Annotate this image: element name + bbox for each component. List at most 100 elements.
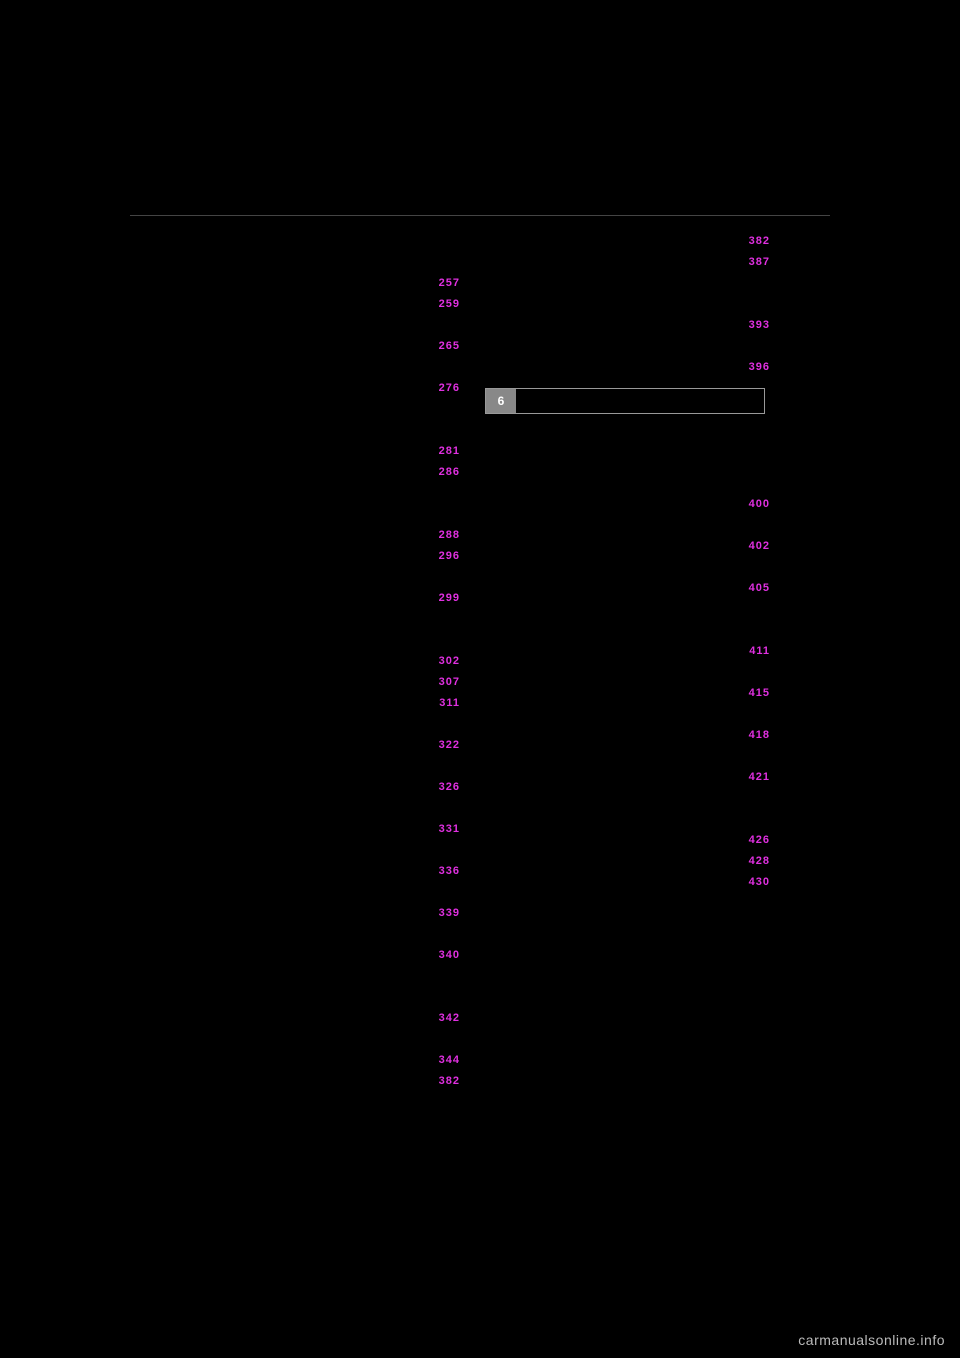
left-column: 257 259 265 276 281 286 288 296 299 302 307 311 322 3… bbox=[140, 230, 460, 1091]
entry-page-number[interactable]: 322 bbox=[431, 739, 460, 751]
index-entry: 382 bbox=[140, 1070, 460, 1087]
section-number: 6 bbox=[486, 389, 516, 413]
index-entry bbox=[485, 430, 770, 447]
index-entry: 311 bbox=[140, 692, 460, 709]
index-entry: 421 bbox=[485, 766, 770, 783]
entry-page-number[interactable]: 259 bbox=[431, 298, 460, 310]
index-entry bbox=[140, 314, 460, 331]
entry-page-number[interactable]: 286 bbox=[431, 466, 460, 478]
index-entry: 387 bbox=[485, 251, 770, 268]
entry-page-number[interactable]: 411 bbox=[741, 645, 770, 657]
index-entry bbox=[485, 598, 770, 615]
index-entry bbox=[485, 514, 770, 531]
index-entry bbox=[140, 839, 460, 856]
index-entry: 259 bbox=[140, 293, 460, 310]
index-entry bbox=[485, 661, 770, 678]
index-entry: 331 bbox=[140, 818, 460, 835]
entry-page-number[interactable]: 382 bbox=[741, 235, 770, 247]
top-divider bbox=[130, 215, 830, 216]
index-entry bbox=[140, 503, 460, 520]
index-entry: 288 bbox=[140, 524, 460, 541]
index-entry: 322 bbox=[140, 734, 460, 751]
entry-page-number[interactable]: 336 bbox=[431, 865, 460, 877]
watermark-text: carmanualsonline.info bbox=[798, 1332, 945, 1348]
index-entry: 415 bbox=[485, 682, 770, 699]
entry-page-number[interactable]: 396 bbox=[741, 361, 770, 373]
index-entry bbox=[140, 986, 460, 1003]
index-entry: 430 bbox=[485, 871, 770, 888]
entry-page-number[interactable]: 265 bbox=[431, 340, 460, 352]
index-entry: 426 bbox=[485, 829, 770, 846]
index-entry bbox=[485, 472, 770, 489]
entry-page-number[interactable]: 428 bbox=[741, 855, 770, 867]
entry-page-number[interactable]: 393 bbox=[741, 319, 770, 331]
index-entry bbox=[140, 356, 460, 373]
index-entry: 340 bbox=[140, 944, 460, 961]
index-entry: 396 bbox=[485, 356, 770, 373]
section-header: 6 bbox=[485, 388, 765, 414]
entry-page-number[interactable]: 281 bbox=[431, 445, 460, 457]
entry-page-number[interactable]: 387 bbox=[741, 256, 770, 268]
index-entry bbox=[140, 398, 460, 415]
index-entry bbox=[140, 965, 460, 982]
entry-page-number[interactable]: 344 bbox=[431, 1054, 460, 1066]
index-entry bbox=[140, 608, 460, 625]
entry-page-number[interactable]: 430 bbox=[741, 876, 770, 888]
index-entry: 326 bbox=[140, 776, 460, 793]
index-entry bbox=[140, 482, 460, 499]
entry-page-number[interactable]: 307 bbox=[431, 676, 460, 688]
index-entry: 299 bbox=[140, 587, 460, 604]
index-entry: 342 bbox=[140, 1007, 460, 1024]
entry-page-number[interactable]: 342 bbox=[431, 1012, 460, 1024]
index-entry: 336 bbox=[140, 860, 460, 877]
index-entry bbox=[140, 629, 460, 646]
index-entry: 402 bbox=[485, 535, 770, 552]
index-entry: 411 bbox=[485, 640, 770, 657]
entry-page-number[interactable]: 302 bbox=[431, 655, 460, 667]
index-entry bbox=[485, 808, 770, 825]
entry-page-number[interactable]: 418 bbox=[741, 729, 770, 741]
index-entry: 393 bbox=[485, 314, 770, 331]
entry-page-number[interactable]: 405 bbox=[741, 582, 770, 594]
entry-page-number[interactable]: 276 bbox=[431, 382, 460, 394]
index-entry bbox=[485, 556, 770, 573]
index-entry: 281 bbox=[140, 440, 460, 457]
entry-page-number[interactable]: 421 bbox=[741, 771, 770, 783]
index-entry: 405 bbox=[485, 577, 770, 594]
entry-page-number[interactable]: 299 bbox=[431, 592, 460, 604]
entry-page-number[interactable]: 339 bbox=[431, 907, 460, 919]
index-entry bbox=[140, 713, 460, 730]
index-entry: 302 bbox=[140, 650, 460, 667]
index-entry bbox=[485, 787, 770, 804]
index-entry bbox=[485, 745, 770, 762]
entry-page-number[interactable]: 326 bbox=[431, 781, 460, 793]
index-entry bbox=[140, 566, 460, 583]
index-entry bbox=[485, 272, 770, 289]
entry-page-number[interactable]: 311 bbox=[431, 697, 460, 709]
index-entry: 286 bbox=[140, 461, 460, 478]
manual-index-page: 257 259 265 276 281 286 288 296 299 302 307 311 322 3… bbox=[0, 0, 960, 1358]
index-entry bbox=[140, 881, 460, 898]
index-entry bbox=[140, 755, 460, 772]
index-entry: 296 bbox=[140, 545, 460, 562]
index-entry bbox=[485, 703, 770, 720]
right-column-lower: 400 402 405 411 415 418 421 426 428 430 bbox=[485, 430, 770, 892]
entry-page-number[interactable]: 331 bbox=[431, 823, 460, 835]
index-entry bbox=[140, 1028, 460, 1045]
index-entry: 428 bbox=[485, 850, 770, 867]
entry-page-number[interactable]: 382 bbox=[431, 1075, 460, 1087]
index-entry: 339 bbox=[140, 902, 460, 919]
entry-page-number[interactable]: 257 bbox=[431, 277, 460, 289]
entry-page-number[interactable]: 340 bbox=[431, 949, 460, 961]
entry-page-number[interactable]: 426 bbox=[741, 834, 770, 846]
entry-page-number[interactable]: 296 bbox=[431, 550, 460, 562]
index-entry: 276 bbox=[140, 377, 460, 394]
index-entry bbox=[485, 335, 770, 352]
index-entry: 257 bbox=[140, 272, 460, 289]
entry-page-number[interactable]: 415 bbox=[741, 687, 770, 699]
entry-page-number[interactable]: 288 bbox=[431, 529, 460, 541]
index-entry bbox=[140, 419, 460, 436]
entry-page-number[interactable]: 400 bbox=[741, 498, 770, 510]
index-entry: 344 bbox=[140, 1049, 460, 1066]
entry-page-number[interactable]: 402 bbox=[741, 540, 770, 552]
